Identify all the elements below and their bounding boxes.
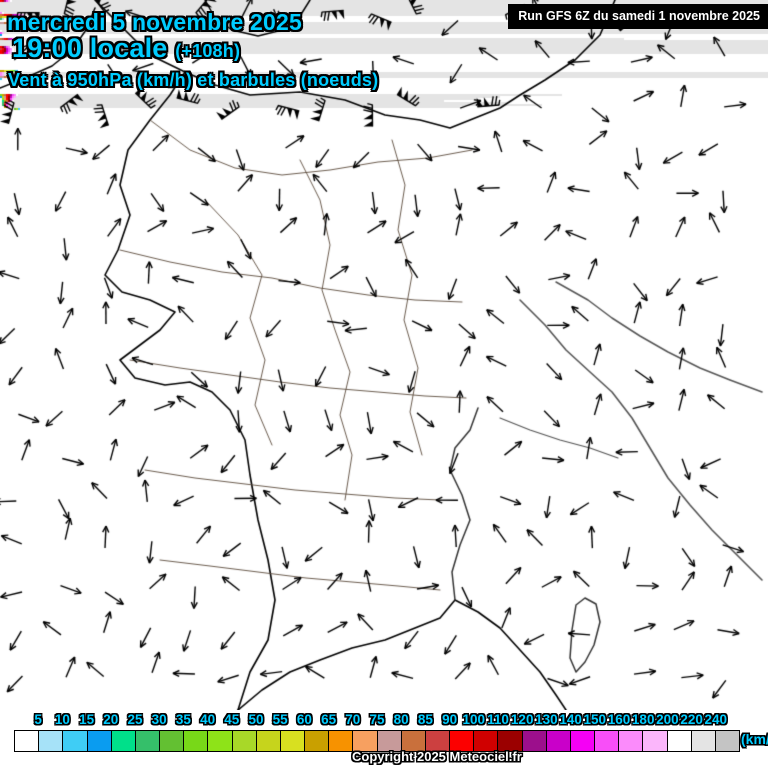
- legend-tick: 110: [487, 712, 509, 727]
- legend-swatch: [377, 731, 402, 751]
- legend-swatch: [425, 731, 451, 751]
- legend-swatch: [450, 731, 475, 751]
- legend-swatch: [691, 731, 716, 751]
- legend-swatch: [280, 731, 306, 751]
- legend-swatch: [87, 731, 112, 751]
- legend-tick: 5: [34, 712, 42, 727]
- legend-tick: 220: [680, 712, 703, 727]
- legend-swatch: [135, 731, 161, 751]
- legend-swatch: [546, 731, 571, 751]
- legend-tick: 20: [103, 712, 119, 727]
- legend-tick: 55: [272, 712, 288, 727]
- legend-tick: 70: [345, 712, 361, 727]
- copyright-label: Copyright 2025 Meteociel.fr: [352, 749, 522, 764]
- legend-swatch: [474, 731, 499, 751]
- legend-swatch: [39, 731, 64, 751]
- legend-swatch: [619, 731, 644, 751]
- legend-tick: 40: [200, 712, 216, 727]
- legend-swatch: [232, 731, 257, 751]
- legend-swatch: [63, 731, 88, 751]
- legend-tick: 60: [296, 712, 312, 727]
- legend-tick: 30: [151, 712, 167, 727]
- model-run-badge: Run GFS 6Z du samedi 1 novembre 2025: [508, 4, 768, 29]
- legend-tick: 45: [224, 712, 240, 727]
- forecast-date-label: mercredi 5 novembre 2025: [7, 9, 303, 35]
- legend-tick: 75: [369, 712, 385, 727]
- legend-tick: 100: [462, 712, 486, 727]
- legend-tick: 120: [510, 712, 534, 727]
- legend-swatch: [184, 731, 209, 751]
- legend-swatch: [570, 731, 596, 751]
- legend-tick: 140: [559, 712, 582, 727]
- legend-swatch: [715, 731, 740, 751]
- legend-tick: 25: [127, 712, 143, 727]
- legend-swatch: [256, 731, 281, 751]
- legend-unit-label: (km/h): [741, 731, 768, 747]
- legend-tick: 90: [442, 712, 458, 727]
- legend-swatch: [595, 731, 620, 751]
- forecast-hour-offset: (+108h): [175, 41, 241, 61]
- legend-tick: 200: [656, 712, 679, 727]
- legend-tick: 160: [607, 712, 631, 727]
- legend-tick-labels: 5 10 15 20 25 30 35 40 45 50 55 60 65 70 75 80 85 90 100 11…: [0, 710, 768, 732]
- forecast-time-label: 19:00 locale (+108h): [12, 33, 240, 64]
- legend-swatch: [15, 731, 40, 751]
- model-run-label: Run GFS 6Z du samedi 1 novembre 2025: [518, 9, 760, 23]
- color-scale-legend: 5 10 15 20 25 30 35 40 45 50 55 60 65 70 75 80 85 90 100 11…: [0, 710, 768, 768]
- legend-tick: 180: [631, 712, 655, 727]
- legend-swatch: [353, 731, 378, 751]
- legend-tick: 240: [704, 712, 728, 727]
- legend-swatch: [160, 731, 185, 751]
- legend-swatch: [305, 731, 330, 751]
- forecast-time-value: 19:00 locale: [12, 33, 168, 63]
- legend-swatch: [643, 731, 668, 751]
- legend-tick: 35: [175, 712, 191, 727]
- legend-swatch: [498, 731, 523, 751]
- legend-tick: 65: [321, 712, 337, 727]
- legend-tick: 10: [54, 712, 70, 727]
- legend-swatch: [329, 731, 354, 751]
- legend-swatch: [111, 731, 136, 751]
- wind-map-canvas[interactable]: [0, 0, 768, 710]
- legend-tick: 50: [248, 712, 264, 727]
- legend-tick: 130: [535, 712, 558, 727]
- parameter-label: Vent à 950hPa (km/h) et barbules (noeuds…: [8, 70, 379, 90]
- legend-color-bar[interactable]: [14, 730, 740, 752]
- legend-swatch: [522, 731, 547, 751]
- legend-tick: 150: [583, 712, 607, 727]
- legend-swatch: [401, 731, 426, 751]
- legend-swatch: [208, 731, 233, 751]
- legend-tick: 15: [79, 712, 95, 727]
- legend-tick: 80: [393, 712, 409, 727]
- legend-tick: 85: [417, 712, 433, 727]
- legend-swatch: [667, 731, 692, 751]
